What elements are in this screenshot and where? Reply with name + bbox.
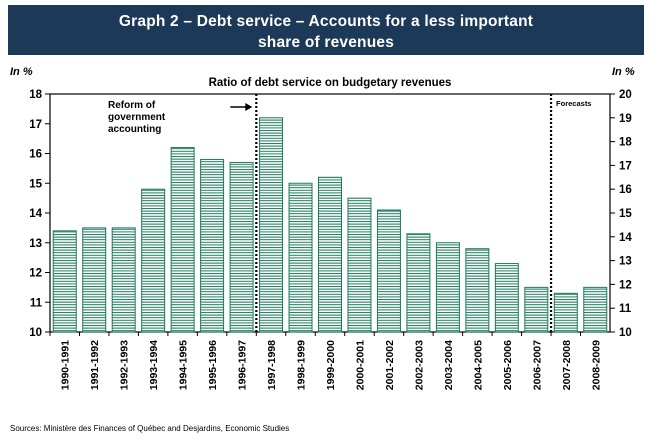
chart-title-bar: Graph 2 – Debt service – Accounts for a … [8, 5, 644, 55]
bar [82, 227, 107, 333]
reform-annotation-line: Reform of [108, 100, 156, 111]
reform-arrow-head [245, 103, 253, 111]
bar [170, 147, 195, 333]
graph-title-line-2: share of revenues [257, 34, 395, 51]
bar [141, 188, 166, 333]
right-axis-unit: In % [612, 66, 635, 78]
x-tick-label: 2005-2006 [502, 340, 514, 390]
bar [494, 263, 519, 333]
bar [583, 286, 608, 333]
source-note: Sources: Ministère des Finances of Québe… [10, 424, 290, 433]
right-tick-label: 19 [619, 113, 632, 125]
bar [318, 176, 342, 333]
bar [376, 209, 401, 333]
reform-annotation-line: accounting [108, 124, 161, 135]
left-tick-label: 15 [29, 178, 42, 190]
x-tick-label: 1992-1993 [119, 340, 131, 390]
bar [347, 197, 372, 333]
x-tick-label: 2006-2007 [531, 340, 543, 390]
bar [288, 182, 313, 333]
x-tick-label: 2000-2001 [354, 340, 366, 390]
reform-annotation-line: government [108, 112, 166, 123]
left-tick-label: 14 [29, 208, 42, 220]
left-axis-unit: In % [10, 66, 33, 78]
x-tick-label: 2003-2004 [443, 340, 455, 390]
bar [229, 161, 254, 333]
x-tick-label: 2008-2009 [590, 340, 602, 390]
x-tick-label: 1996-1997 [237, 340, 249, 390]
x-tick-label: 1994-1995 [178, 340, 190, 390]
graph-title-line-1: Graph 2 – Debt service – Accounts for a … [118, 13, 534, 30]
left-tick-label: 12 [29, 268, 42, 280]
x-tick-label: 1999-2000 [325, 340, 337, 390]
right-tick-label: 15 [619, 208, 632, 220]
x-tick-label: 1998-1999 [296, 340, 308, 390]
x-tick-label: 2001-2002 [384, 340, 396, 390]
left-tick-label: 13 [29, 238, 42, 250]
chart-title: Ratio of debt service on budgetary reven… [209, 77, 452, 89]
x-tick-label: 2004-2005 [472, 340, 484, 390]
bar [52, 230, 77, 333]
left-tick-label: 10 [29, 327, 42, 339]
forecasts-annotation: Forecasts [556, 99, 591, 108]
x-tick-label: 2002-2003 [413, 340, 425, 390]
x-tick-label: 1995-1996 [207, 340, 219, 390]
bar [406, 233, 431, 333]
right-tick-label: 18 [619, 137, 632, 149]
x-tick-label: 1997-1998 [266, 340, 278, 390]
bar [111, 227, 136, 333]
right-tick-label: 11 [619, 303, 632, 315]
right-tick-label: 16 [619, 184, 632, 196]
bar [465, 248, 490, 333]
left-tick-label: 16 [29, 149, 42, 161]
left-tick-label: 11 [30, 297, 43, 309]
right-tick-label: 10 [619, 327, 632, 339]
right-tick-label: 20 [619, 89, 632, 101]
right-tick-label: 12 [619, 279, 632, 291]
x-tick-label: 1990-1991 [60, 340, 72, 390]
bar [524, 286, 549, 333]
bar [259, 117, 284, 333]
right-tick-label: 14 [619, 232, 632, 244]
bar [435, 242, 460, 333]
x-tick-label: 1991-1992 [89, 340, 101, 390]
left-tick-label: 18 [29, 89, 42, 101]
x-tick-label: 2007-2008 [561, 340, 573, 390]
x-tick-label: 1993-1994 [148, 340, 160, 390]
left-tick-label: 17 [29, 119, 42, 131]
bar [553, 292, 578, 333]
right-tick-label: 13 [619, 256, 632, 268]
right-tick-label: 17 [619, 160, 632, 172]
bar [200, 158, 225, 333]
